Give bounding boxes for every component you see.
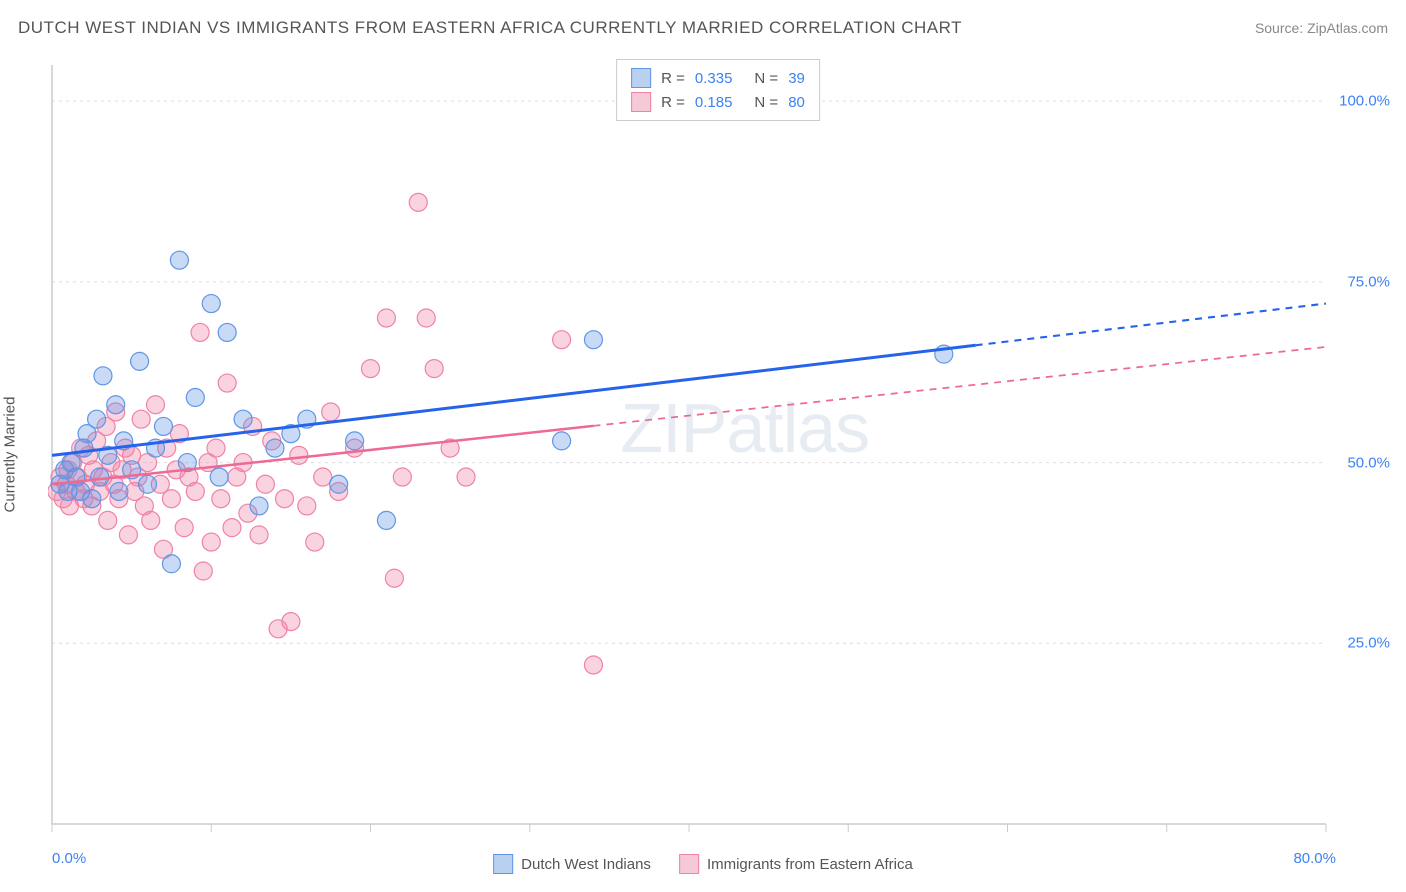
r-label: R = [661,94,685,111]
legend-stat-row: R = 0.185 N = 80 [631,90,805,114]
chart-title: DUTCH WEST INDIAN VS IMMIGRANTS FROM EAS… [18,18,962,38]
y-tick-label: 25.0% [1347,635,1390,652]
scatter-plot-svg [48,55,1388,832]
source-label: Source: ZipAtlas.com [1255,20,1388,36]
x-tick-label: 80.0% [1293,850,1336,867]
x-tick-label: 0.0% [52,850,86,867]
legend-swatch-icon [631,92,651,112]
legend-series-label: Dutch West Indians [521,856,651,873]
legend-swatch-icon [679,854,699,874]
y-tick-label: 75.0% [1347,273,1390,290]
legend-series-item: Immigrants from Eastern Africa [679,854,913,874]
n-value: 39 [788,70,805,87]
y-tick-label: 50.0% [1347,454,1390,471]
n-label: N = [754,70,778,87]
r-value: 0.335 [695,70,733,87]
y-tick-label: 100.0% [1339,93,1390,110]
legend-swatch-icon [631,68,651,88]
legend-stat-row: R = 0.335 N = 39 [631,66,805,90]
legend-series-item: Dutch West Indians [493,854,651,874]
n-value: 80 [788,94,805,111]
legend-swatch-icon [493,854,513,874]
y-axis-label: Currently Married [2,397,19,513]
legend-series: Dutch West Indians Immigrants from Easter… [493,854,913,874]
r-label: R = [661,70,685,87]
r-value: 0.185 [695,94,733,111]
n-label: N = [754,94,778,111]
legend-stats-box: R = 0.335 N = 39 R = 0.185 N = 80 [616,59,820,121]
chart-area: R =0.335N =39R =0.185N =80 ZIPatlas 25.0… [48,55,1388,832]
legend-series-label: Immigrants from Eastern Africa [707,856,913,873]
